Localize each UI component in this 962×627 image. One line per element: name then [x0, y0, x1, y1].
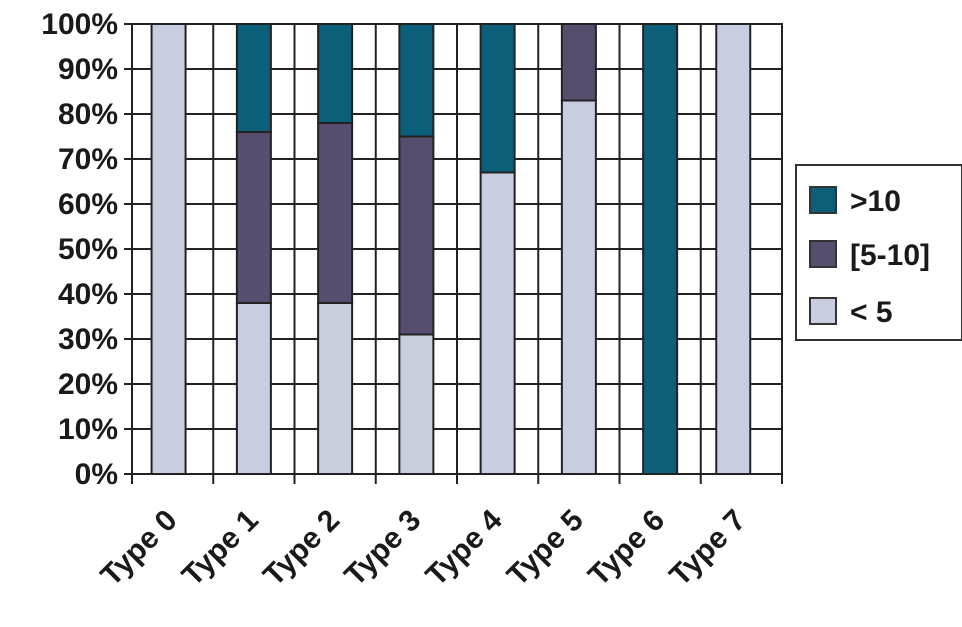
bar-segment	[398, 135, 435, 336]
bar-segment	[642, 23, 679, 475]
x-tick-label: Type 2	[257, 504, 346, 593]
bar-segment	[317, 23, 354, 124]
bar-segment	[235, 302, 272, 475]
y-tick-label: 20%	[58, 368, 118, 401]
y-tick-label: 0%	[75, 458, 118, 491]
bar-segment	[150, 23, 187, 475]
y-tick-label: 30%	[58, 323, 118, 356]
bar-segment	[235, 23, 272, 133]
x-tick-label: Type 1	[176, 504, 265, 593]
legend: >10 [5-10] < 5	[795, 164, 962, 341]
plot-area	[124, 23, 783, 484]
x-tick-label: Type 7	[663, 504, 752, 593]
y-tick-label: 60%	[58, 188, 118, 221]
bar-segment	[560, 99, 597, 475]
bar-segment	[317, 302, 354, 475]
bar-segment	[317, 122, 354, 304]
y-tick-label: 100%	[41, 8, 118, 41]
bar-segment	[398, 23, 435, 138]
x-tick-label: Type 0	[95, 504, 184, 593]
y-axis-tick-labels: 0% 10% 20% 30% 40% 50% 60% 70% 80% 90% 100%	[41, 8, 118, 491]
bar-segment	[560, 23, 597, 102]
bar-segment	[715, 23, 752, 475]
y-tick-label: 80%	[58, 98, 118, 131]
y-tick-label: 90%	[58, 53, 118, 86]
legend-label-lt5: < 5	[850, 296, 893, 329]
bar-segment	[398, 333, 435, 475]
legend-label-gt10: >10	[850, 185, 901, 218]
x-tick-label: Type 6	[582, 504, 671, 593]
legend-label-5-10: [5-10]	[850, 239, 930, 272]
legend-swatch-5-10	[809, 240, 837, 268]
y-tick-label: 10%	[58, 413, 118, 446]
bar-segment	[479, 23, 516, 174]
x-tick-label: Type 3	[338, 504, 427, 593]
x-tick-label: Type 5	[501, 504, 590, 593]
legend-swatch-lt5	[809, 297, 837, 325]
y-tick-label: 70%	[58, 143, 118, 176]
y-tick-label: 50%	[58, 233, 118, 266]
bar-segment	[479, 171, 516, 475]
bar-segment	[235, 131, 272, 304]
legend-swatch-gt10	[809, 186, 837, 214]
y-tick-label: 40%	[58, 278, 118, 311]
x-tick-label: Type 4	[420, 503, 509, 592]
